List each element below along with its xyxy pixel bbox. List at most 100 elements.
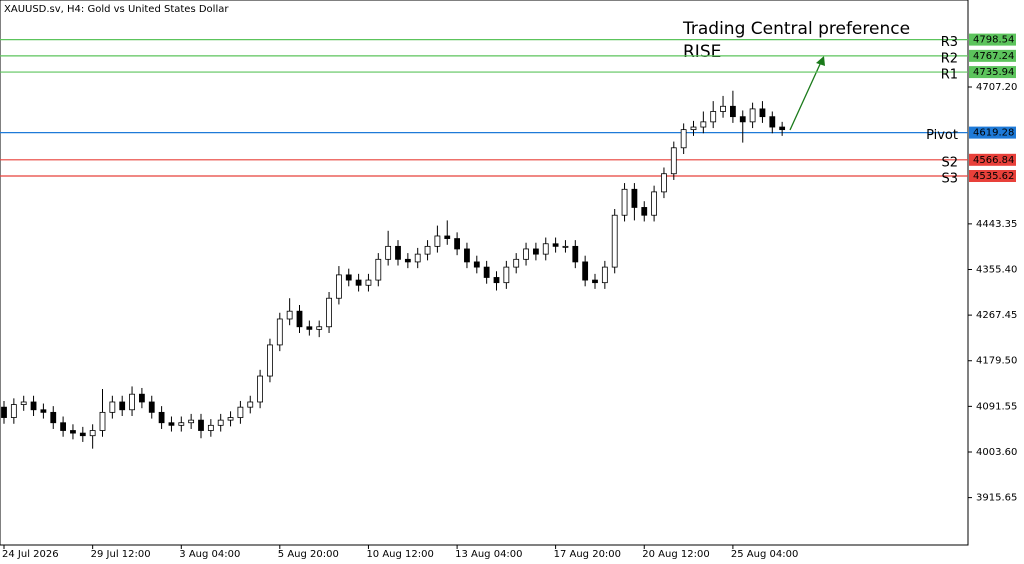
candle-body bbox=[306, 326, 313, 330]
level-name: S2 bbox=[941, 155, 958, 170]
candle-body bbox=[99, 411, 106, 431]
candle-body bbox=[710, 111, 717, 123]
annotation: Trading Central preference bbox=[682, 19, 910, 39]
candle-body bbox=[395, 245, 401, 260]
level-name: R2 bbox=[941, 51, 958, 66]
candle-body bbox=[385, 245, 392, 260]
candle-body bbox=[572, 245, 579, 263]
candle-body bbox=[326, 297, 332, 328]
candle-body bbox=[651, 191, 657, 216]
candle-body bbox=[680, 129, 687, 149]
candle-body bbox=[276, 318, 283, 346]
candle-body bbox=[493, 277, 500, 284]
candle-body bbox=[621, 188, 628, 216]
candle-body bbox=[158, 411, 165, 424]
candle-body bbox=[60, 422, 66, 431]
candle-body bbox=[227, 417, 234, 421]
candle-body bbox=[641, 207, 648, 216]
candle-body bbox=[257, 375, 264, 403]
candle-body bbox=[365, 279, 372, 286]
candle-body bbox=[542, 243, 549, 255]
candle-body bbox=[50, 411, 57, 424]
candle-body bbox=[345, 274, 352, 281]
x-tick-label: 24 Jul 2026 bbox=[2, 549, 59, 560]
x-tick-label: 10 Aug 12:00 bbox=[366, 549, 433, 560]
candle-body bbox=[237, 406, 244, 418]
level-name: R1 bbox=[941, 68, 958, 83]
candle-body bbox=[20, 401, 27, 405]
level-price-box bbox=[969, 126, 1016, 139]
level-name: S3 bbox=[941, 172, 958, 187]
x-tick-label: 20 Aug 12:00 bbox=[642, 549, 709, 560]
candle-body bbox=[730, 105, 736, 118]
y-tick-label: 3915.65 bbox=[976, 493, 1017, 504]
candle-body bbox=[30, 401, 37, 411]
candle-body bbox=[296, 310, 303, 328]
candle-body bbox=[601, 266, 608, 284]
level-price: 4798.54 bbox=[973, 35, 1014, 46]
candle-body bbox=[769, 116, 776, 128]
y-tick-label: 4179.50 bbox=[976, 356, 1017, 367]
y-tick-label: 4707.20 bbox=[976, 82, 1017, 93]
level-price: 4566.84 bbox=[973, 155, 1014, 166]
candle-body bbox=[286, 310, 293, 320]
candle-body bbox=[217, 419, 224, 426]
level-price: 4535.62 bbox=[973, 171, 1014, 182]
candle-body bbox=[444, 235, 451, 239]
candle-body bbox=[533, 248, 539, 255]
arrow-head bbox=[816, 56, 825, 66]
candle-body bbox=[424, 245, 431, 255]
level-name: R3 bbox=[941, 35, 958, 50]
level-price-box bbox=[969, 170, 1016, 183]
candle-body bbox=[79, 432, 86, 437]
candle-body bbox=[198, 419, 204, 431]
level-name: Pivot bbox=[926, 128, 958, 143]
candle-body bbox=[690, 126, 697, 131]
level-price-box bbox=[969, 33, 1016, 46]
candle-body bbox=[670, 147, 677, 175]
candle-body bbox=[414, 253, 421, 263]
candle-body bbox=[503, 266, 510, 284]
candle-body bbox=[178, 422, 185, 426]
candle-body bbox=[109, 401, 116, 413]
candle-body bbox=[552, 243, 559, 247]
candle-body bbox=[779, 126, 786, 131]
candle-body bbox=[523, 248, 529, 260]
candle-body bbox=[267, 344, 273, 377]
candle-body bbox=[759, 108, 766, 118]
candle-body bbox=[631, 188, 638, 208]
x-tick-label: 13 Aug 04:00 bbox=[455, 549, 522, 560]
y-tick-label: 4355.40 bbox=[976, 264, 1017, 275]
candle-body bbox=[513, 258, 520, 268]
candle-body bbox=[148, 401, 155, 413]
candle-body bbox=[592, 279, 598, 284]
annotation: RISE bbox=[683, 42, 721, 62]
x-tick-label: 5 Aug 20:00 bbox=[278, 549, 339, 560]
x-tick-label: 3 Aug 04:00 bbox=[179, 549, 240, 560]
candle-body bbox=[247, 401, 254, 408]
candle-body bbox=[720, 105, 726, 112]
x-tick-label: 29 Jul 12:00 bbox=[91, 549, 151, 560]
level-price-box bbox=[969, 49, 1016, 62]
candle-body bbox=[454, 238, 461, 250]
level-price: 4619.28 bbox=[973, 128, 1014, 139]
candle-body bbox=[375, 258, 382, 281]
candle-body bbox=[138, 393, 145, 403]
candle-body bbox=[335, 274, 342, 299]
candle-body bbox=[473, 261, 480, 268]
y-tick-label: 4267.45 bbox=[976, 310, 1017, 321]
level-price: 4767.24 bbox=[973, 51, 1014, 62]
arrow bbox=[789, 61, 822, 131]
candle-body bbox=[89, 430, 96, 437]
candle-body bbox=[129, 393, 135, 411]
level-price-box bbox=[969, 153, 1016, 166]
x-tick-label: 25 Aug 04:00 bbox=[731, 549, 798, 560]
candle-body bbox=[464, 248, 470, 263]
candle-body bbox=[119, 401, 126, 411]
candle-body bbox=[434, 235, 441, 247]
y-tick-label: 4003.60 bbox=[976, 447, 1017, 458]
candle-body bbox=[316, 326, 323, 330]
chart-title: XAUUSD.sv, H4: Gold vs United States Dol… bbox=[4, 4, 229, 15]
candle-body bbox=[355, 279, 362, 286]
